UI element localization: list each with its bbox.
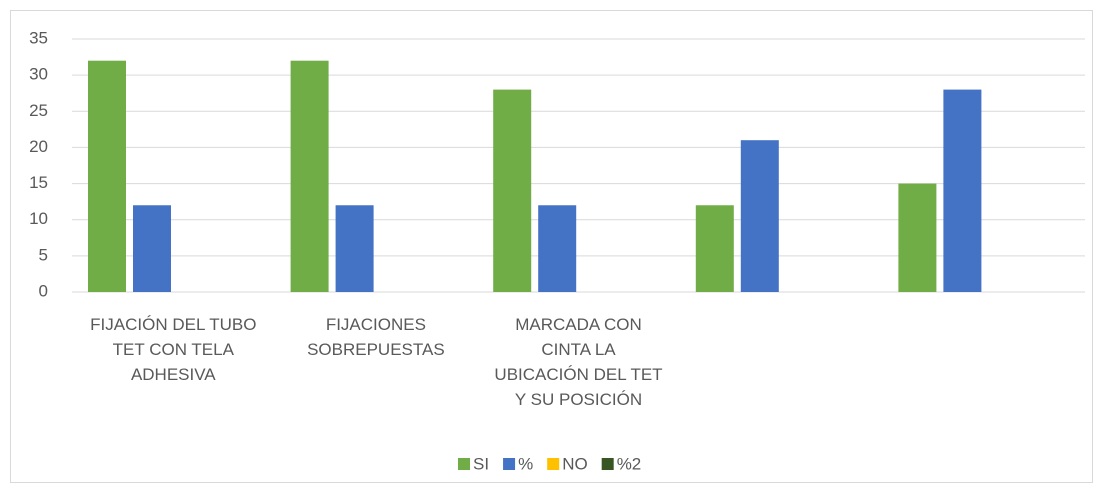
y-tick-label: 10 [29, 209, 48, 228]
legend-swatch [458, 458, 470, 470]
y-tick-label: 0 [39, 281, 48, 300]
bar [290, 60, 329, 292]
bar [133, 205, 171, 292]
bar [695, 205, 734, 292]
legend-label: SI [473, 454, 489, 473]
x-tick-label: MARCADA CON CINTA LA UBICACIÓN DEL TET Y… [494, 315, 663, 409]
y-tick-label: 15 [29, 173, 48, 192]
legend-label: %2 [617, 454, 642, 473]
legend-label: % [518, 454, 533, 473]
y-tick-label: 25 [29, 101, 48, 120]
x-tick-label: FIJACIONES SOBREPUESTAS [307, 315, 445, 359]
y-tick-label: 35 [29, 28, 48, 47]
legend-label: NO [562, 454, 588, 473]
bar [740, 140, 779, 292]
bar [493, 89, 532, 292]
bar [335, 205, 374, 292]
legend-swatch [601, 458, 614, 470]
x-tick-label: FIJACIÓN DEL TUBO TET CON TELA ADHESIVA [90, 315, 257, 384]
y-tick-label: 20 [29, 137, 48, 156]
y-tick-label: 30 [29, 65, 48, 84]
legend-swatch [547, 458, 560, 470]
bar [538, 205, 577, 292]
y-tick-label: 5 [39, 245, 48, 264]
bar [943, 89, 982, 292]
bar [88, 60, 126, 292]
bar [898, 183, 937, 292]
legend-swatch [503, 458, 516, 470]
